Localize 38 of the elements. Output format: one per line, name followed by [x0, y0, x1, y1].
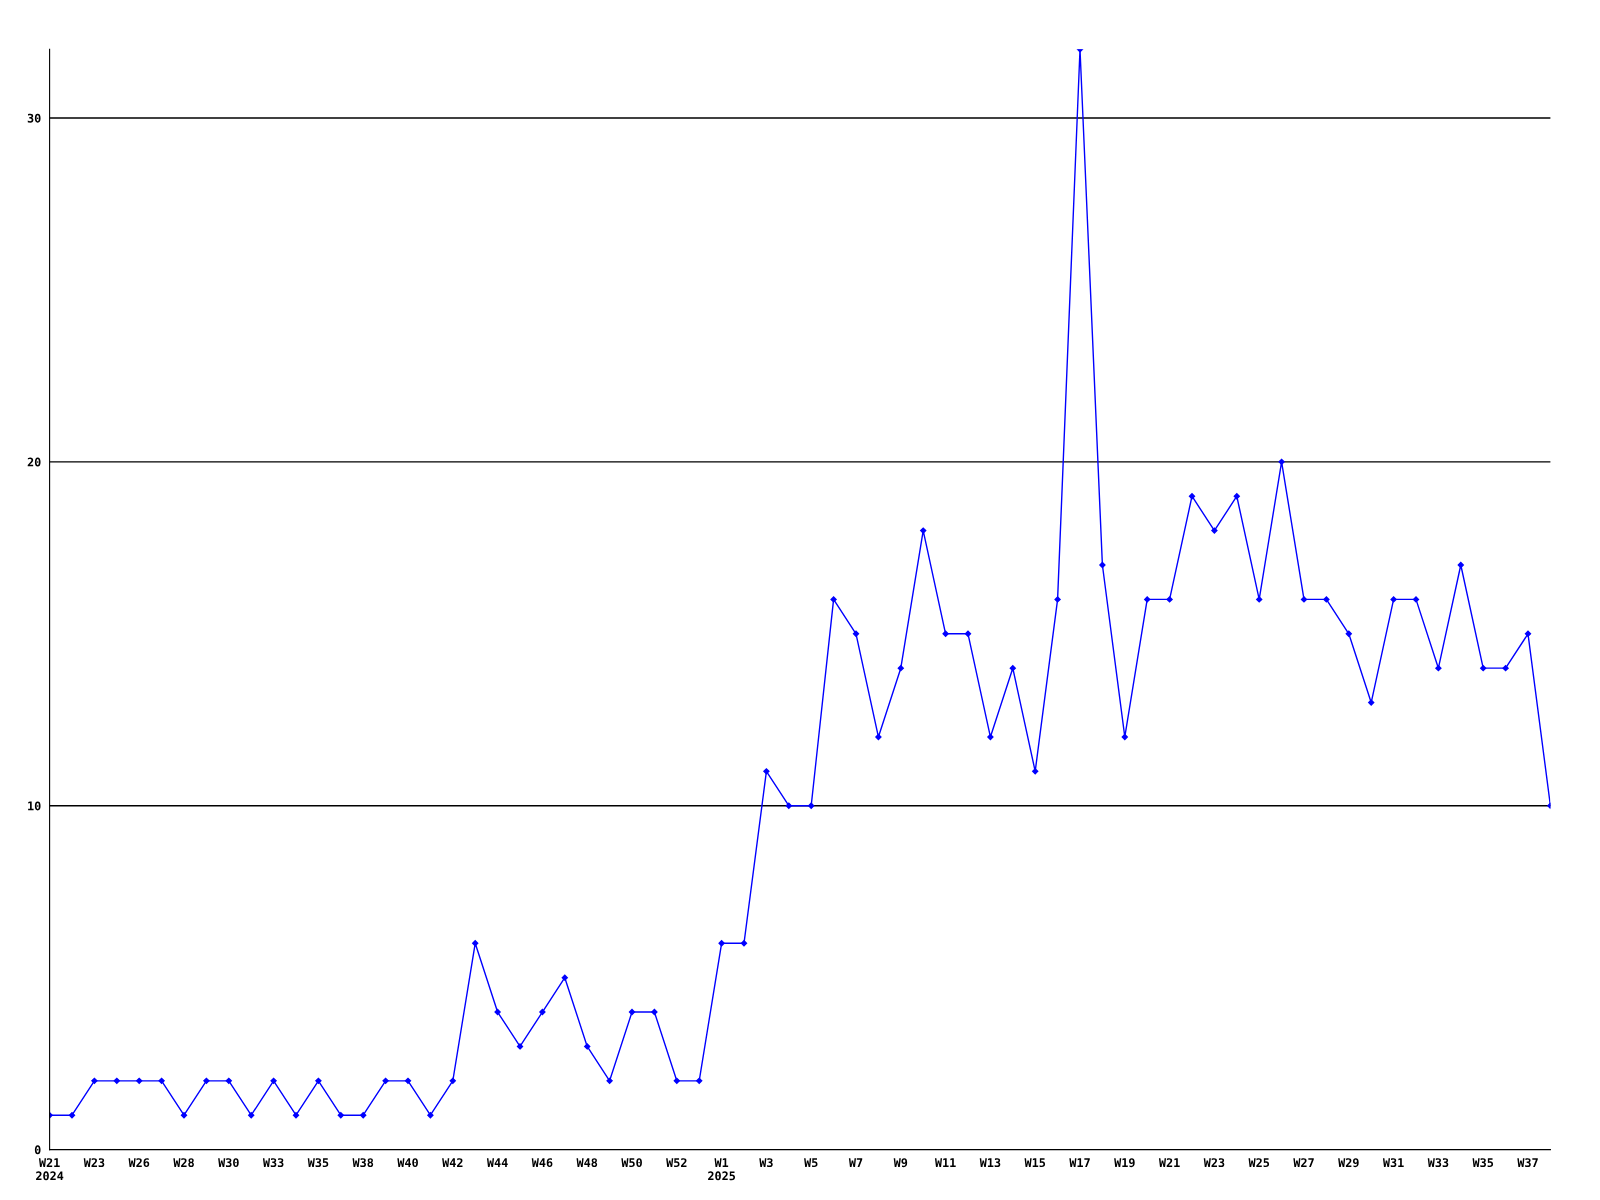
x-tick-label: W25 — [1248, 1158, 1270, 1168]
x-tick-label: W42 — [442, 1158, 463, 1167]
x-tick-label: W33 — [262, 1158, 284, 1168]
y-tick-label: 20 — [27, 457, 41, 467]
x-tick-label: W11 — [934, 1158, 956, 1167]
x-tick-label: W35 — [307, 1158, 329, 1168]
x-tick-label: W23 — [83, 1158, 105, 1168]
x-tick-label: W52 — [666, 1158, 687, 1168]
x-tick-label: W28 — [173, 1158, 194, 1168]
x-tick-label: W48 — [576, 1158, 598, 1168]
x-tick-label: W9 — [893, 1158, 908, 1168]
x-tick-label: W31 — [1382, 1158, 1404, 1168]
x-tick-label: W50 — [621, 1158, 642, 1168]
y-tick-label: 0 — [34, 1145, 41, 1155]
x-tick-label: W40 — [397, 1158, 418, 1168]
x-tick-label: W29 — [1338, 1158, 1359, 1168]
x-tick-label: W23 — [1203, 1158, 1225, 1168]
x-tick-label: W15 — [1024, 1158, 1046, 1168]
x-tick-label: W30 — [218, 1158, 239, 1168]
x-tick-label: W21 2024 — [36, 1158, 64, 1181]
x-tick-label: W26 — [128, 1158, 150, 1168]
y-tick-label: 30 — [27, 113, 41, 123]
x-tick-label: W21 — [1158, 1158, 1180, 1167]
x-tick-label: W13 — [979, 1158, 1001, 1168]
x-tick-label: W33 — [1427, 1158, 1449, 1168]
x-tick-label: W19 — [1114, 1158, 1135, 1168]
x-tick-label: W7 — [848, 1158, 863, 1167]
x-tick-label: W44 — [486, 1158, 508, 1167]
x-tick-label: W3 — [759, 1158, 773, 1168]
x-tick-label: W35 — [1472, 1158, 1494, 1168]
x-tick-label: W5 — [804, 1158, 818, 1168]
x-tick-label: W46 — [531, 1158, 553, 1168]
x-tick-label: W38 — [352, 1158, 374, 1168]
y-tick-label: 10 — [28, 801, 41, 811]
x-tick-label: W27 — [1293, 1158, 1314, 1167]
x-tick-label: W17 — [1069, 1158, 1090, 1167]
x-tick-label: W37 — [1517, 1158, 1538, 1168]
x-tick-label: W1 2025 — [708, 1158, 736, 1181]
